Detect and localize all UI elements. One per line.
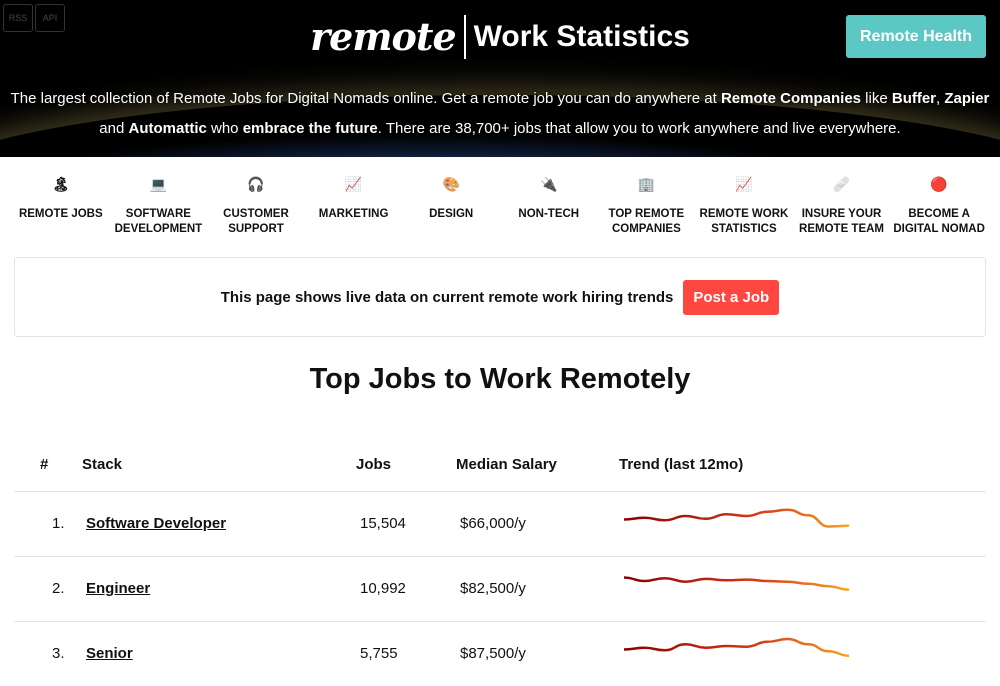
tagline-text: who bbox=[206, 120, 243, 137]
nav-label: CUSTOMER SUPPORT bbox=[223, 208, 289, 235]
section-title: Top Jobs to Work Remotely bbox=[309, 363, 691, 395]
tagline: The largest collection of Remote Jobs fo… bbox=[10, 84, 990, 144]
trend-sparkline bbox=[623, 575, 850, 591]
nav-icon: 💻 bbox=[149, 176, 168, 192]
nav-item[interactable]: 🔌 NON-TECH bbox=[500, 175, 598, 257]
median-salary: $66,000/y bbox=[456, 490, 619, 556]
nav-label: REMOTE WORK STATISTICS bbox=[699, 208, 789, 235]
trend-line bbox=[623, 637, 850, 657]
site-title: remote Work Statistics bbox=[0, 14, 1000, 59]
nav-icon: 🩹 bbox=[832, 176, 851, 192]
tagline-text: . There are 38,700+ jobs that allow you … bbox=[377, 120, 901, 137]
nav-item[interactable]: 🩹 INSURE YOUR REMOTE TEAM bbox=[793, 175, 891, 257]
table-row: 3. Senior 5,755 $87,500/y bbox=[14, 620, 986, 686]
nav-item[interactable]: 🏝 REMOTE JOBS bbox=[12, 175, 110, 257]
tagline-text: The largest collection of Remote Jobs fo… bbox=[10, 90, 721, 107]
stack-link[interactable]: Engineer bbox=[86, 580, 151, 597]
hero-header: RSS API remote Work Statistics Remote He… bbox=[0, 0, 1000, 157]
tagline-link[interactable]: Buffer bbox=[891, 90, 937, 107]
nav-label: BECOME A DIGITAL NOMAD bbox=[893, 208, 985, 235]
nav-icon: 📈 bbox=[344, 176, 363, 192]
jobs-count: 15,504 bbox=[356, 490, 456, 556]
tagline-text: and bbox=[99, 120, 129, 137]
trend-sparkline bbox=[623, 507, 850, 528]
nav-item[interactable]: 🎨 DESIGN bbox=[402, 175, 500, 257]
trend-line bbox=[623, 507, 850, 528]
nav-label: REMOTE JOBS bbox=[18, 208, 103, 220]
info-banner: This page shows live data on current rem… bbox=[14, 257, 986, 337]
median-salary: $87,500/y bbox=[456, 620, 619, 686]
post-job-button[interactable]: Post a Job bbox=[683, 279, 780, 315]
median-salary: $82,500/y bbox=[456, 555, 619, 621]
nav-icon: 🎧 bbox=[247, 176, 265, 192]
nav-item[interactable]: 🔴 BECOME A DIGITAL NOMAD bbox=[890, 175, 988, 257]
rank: 1. bbox=[14, 490, 82, 556]
logo[interactable]: remote bbox=[310, 14, 456, 59]
nav-icon: 🏝 bbox=[51, 176, 70, 192]
api-link[interactable]: API bbox=[35, 4, 65, 32]
tagline-link[interactable]: Remote Companies bbox=[720, 90, 862, 107]
col-rank: # bbox=[40, 456, 49, 474]
nav-item[interactable]: 🎧 CUSTOMER SUPPORT bbox=[207, 175, 305, 257]
nav-label: SOFTWARE DEVELOPMENT bbox=[114, 208, 203, 235]
rank: 2. bbox=[14, 555, 82, 621]
nav-item[interactable]: 💻 SOFTWARE DEVELOPMENT bbox=[110, 175, 208, 257]
nav-label: INSURE YOUR REMOTE TEAM bbox=[799, 208, 885, 235]
trend-sparkline bbox=[623, 637, 850, 657]
nav-icon: 📈 bbox=[735, 176, 753, 192]
nav-item[interactable]: 📈 MARKETING bbox=[305, 175, 403, 257]
nav-label: TOP REMOTE COMPANIES bbox=[608, 208, 685, 235]
trend-line bbox=[623, 575, 850, 591]
jobs-count: 10,992 bbox=[356, 555, 456, 621]
stack-link[interactable]: Senior bbox=[86, 645, 133, 663]
banner-text: This page shows live data on current rem… bbox=[220, 288, 674, 306]
rank: 3. bbox=[14, 620, 82, 686]
nav-item[interactable]: 📈 REMOTE WORK STATISTICS bbox=[695, 175, 793, 257]
nav-icon: 🏢 bbox=[637, 176, 656, 192]
tagline-text: , bbox=[936, 90, 945, 107]
col-salary: Median Salary bbox=[456, 456, 557, 474]
nav-label: MARKETING bbox=[318, 208, 389, 220]
nav-label: DESIGN bbox=[429, 208, 474, 220]
page-title: Work Statistics bbox=[473, 19, 690, 53]
col-trend: Trend (last 12mo) bbox=[619, 456, 744, 474]
table-row: 2. Engineer 10,992 $82,500/y bbox=[14, 555, 986, 621]
nav-icon: 🎨 bbox=[442, 176, 460, 192]
nav-icon: 🔴 bbox=[930, 176, 948, 192]
col-stack: Stack bbox=[82, 456, 123, 474]
nav-label: NON-TECH bbox=[518, 208, 580, 220]
jobs-count: 5,755 bbox=[356, 620, 456, 686]
table-row: 1. Software Developer 15,504 $66,000/y bbox=[14, 490, 986, 556]
rss-link[interactable]: RSS bbox=[3, 4, 33, 32]
jobs-table: # Stack Jobs Median Salary Trend (last 1… bbox=[14, 439, 986, 686]
nav-icon: 🔌 bbox=[540, 176, 558, 192]
nav-item[interactable]: 🏢 TOP REMOTE COMPANIES bbox=[598, 175, 696, 257]
remote-health-button[interactable]: Remote Health bbox=[846, 15, 986, 58]
stack-link[interactable]: Software Developer bbox=[86, 515, 227, 532]
tagline-link[interactable]: Zapier bbox=[944, 90, 990, 107]
col-jobs: Jobs bbox=[356, 456, 392, 474]
category-nav: 🏝 REMOTE JOBS 💻 SOFTWARE DEVELOPMENT 🎧 CUSTOM… bbox=[0, 157, 1000, 257]
tagline-text: like bbox=[861, 90, 892, 107]
tagline-link[interactable]: Automattic bbox=[128, 120, 207, 137]
tagline-link[interactable]: embrace the future bbox=[242, 120, 378, 137]
divider bbox=[463, 14, 466, 59]
